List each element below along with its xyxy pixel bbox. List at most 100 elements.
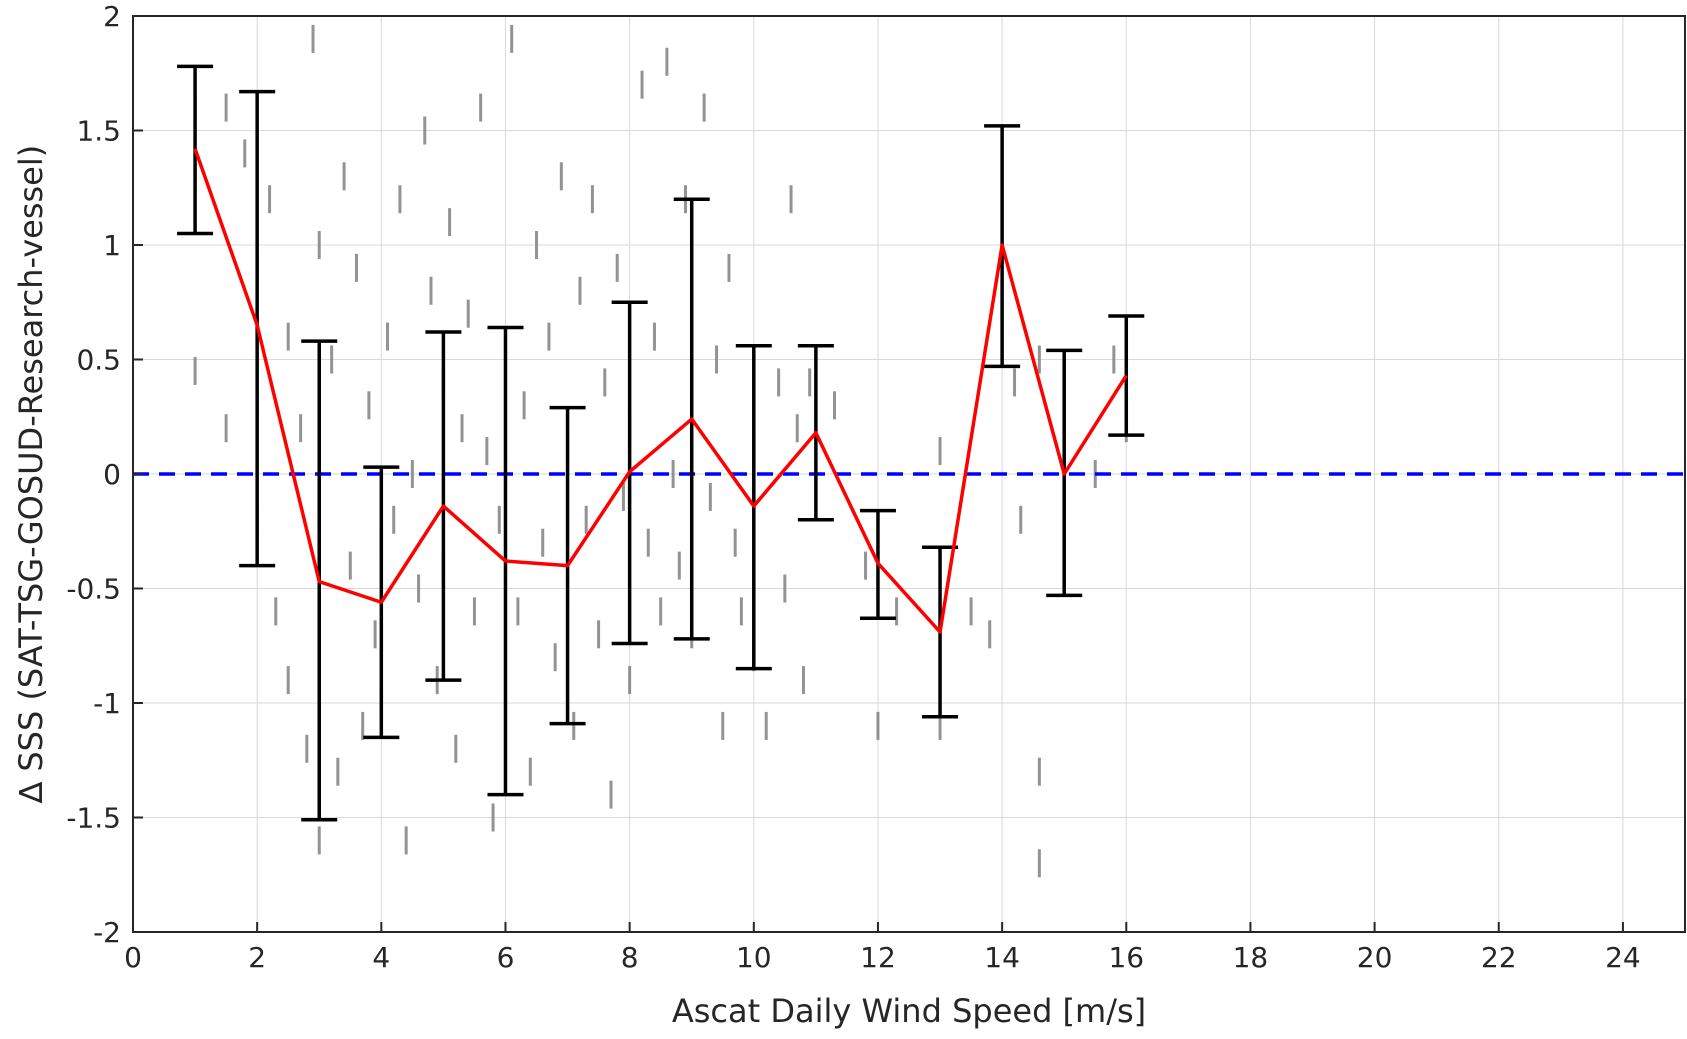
scatter-point bbox=[597, 620, 601, 649]
scatter-point bbox=[367, 391, 371, 420]
scatter-point bbox=[764, 711, 768, 740]
scatter-point bbox=[528, 757, 532, 786]
x-tick-label: 2 bbox=[248, 941, 266, 974]
x-tick-label: 22 bbox=[1481, 941, 1517, 974]
x-tick-label: 4 bbox=[372, 941, 390, 974]
scatter-point bbox=[243, 139, 247, 168]
scatter-point bbox=[330, 345, 334, 374]
scatter-point bbox=[472, 597, 476, 626]
scatter-point bbox=[516, 597, 520, 626]
scatter-point bbox=[268, 185, 272, 214]
scatter-point bbox=[522, 391, 526, 420]
scatter-point bbox=[1037, 757, 1041, 786]
scatter-point bbox=[783, 574, 787, 603]
scatter-point bbox=[789, 185, 793, 214]
scatter-point bbox=[286, 666, 290, 695]
scatter-point bbox=[721, 711, 725, 740]
scatter-point bbox=[733, 528, 737, 557]
y-axis-label: ∆ SSS (SAT-TSG-GOSUD-Research-vessel) bbox=[12, 145, 50, 804]
scatter-point bbox=[361, 711, 365, 740]
scatter-point bbox=[615, 253, 619, 282]
x-axis-label: Ascat Daily Wind Speed [m/s] bbox=[672, 992, 1146, 1030]
scatter-point bbox=[584, 505, 588, 534]
y-tick-label: 0.5 bbox=[76, 344, 121, 377]
scatter-point bbox=[938, 437, 942, 466]
scatter-point bbox=[274, 597, 278, 626]
scatter-point bbox=[801, 666, 805, 695]
scatter-point bbox=[671, 460, 675, 488]
x-tick-label: 6 bbox=[497, 941, 515, 974]
y-axis-ticks: -2 -1.5 -1 -0.5 0 0.5 1 1.5 2 bbox=[66, 0, 143, 949]
scatter-point bbox=[969, 597, 973, 626]
y-tick-label: 1.5 bbox=[76, 115, 121, 148]
x-tick-label: 12 bbox=[860, 941, 896, 974]
scatter-point bbox=[553, 643, 557, 672]
scatter-point bbox=[348, 551, 352, 580]
scatter-point bbox=[404, 826, 408, 855]
x-tick-label: 20 bbox=[1357, 941, 1393, 974]
scatter-point bbox=[317, 231, 321, 259]
scatter-point bbox=[448, 208, 452, 237]
x-tick-label: 10 bbox=[736, 941, 772, 974]
scatter-point bbox=[646, 528, 650, 557]
scatter-point bbox=[702, 93, 706, 122]
scatter-point bbox=[603, 368, 607, 397]
mean-line bbox=[193, 148, 1128, 634]
scatter-point bbox=[535, 231, 539, 259]
scatter-point bbox=[485, 437, 489, 466]
scatter-point bbox=[777, 368, 781, 397]
scatter-point bbox=[876, 711, 880, 740]
scatter-point bbox=[497, 505, 501, 534]
scatter-point bbox=[547, 322, 551, 351]
scatter-point bbox=[1019, 505, 1023, 534]
x-tick-label: 18 bbox=[1233, 941, 1269, 974]
scatter-point bbox=[628, 666, 632, 695]
scatter-point bbox=[938, 711, 942, 740]
scatter-point bbox=[317, 826, 321, 855]
y-tick-label: 1 bbox=[103, 229, 121, 262]
scatter-point bbox=[609, 780, 613, 809]
scatter-point bbox=[342, 162, 346, 191]
scatter-point bbox=[286, 322, 290, 351]
scatter-point bbox=[417, 574, 421, 603]
scatter-point bbox=[311, 24, 315, 53]
scatter-point bbox=[739, 597, 743, 626]
x-tick-label: 16 bbox=[1108, 941, 1144, 974]
scatter-point bbox=[392, 505, 396, 534]
x-tick-label: 24 bbox=[1605, 941, 1641, 974]
scatter-point bbox=[373, 620, 377, 649]
scatter-point bbox=[398, 185, 402, 214]
scatter-point bbox=[659, 597, 663, 626]
scatter-point bbox=[510, 24, 514, 53]
scatter-point bbox=[479, 93, 483, 122]
scatter-point bbox=[621, 482, 625, 511]
scatter-point bbox=[1112, 345, 1116, 374]
x-tick-label: 14 bbox=[984, 941, 1020, 974]
x-tick-label: 8 bbox=[621, 941, 639, 974]
scatter-point bbox=[410, 460, 414, 488]
scatter-point bbox=[1037, 849, 1041, 878]
scatter-point bbox=[833, 391, 837, 420]
scatter-point bbox=[386, 322, 390, 351]
scatter-point bbox=[491, 803, 495, 832]
y-tick-label: 2 bbox=[103, 0, 121, 33]
scatter-point bbox=[224, 93, 228, 122]
scatter-point bbox=[895, 597, 899, 626]
scatter-point bbox=[454, 734, 458, 763]
scatter-point bbox=[652, 322, 656, 351]
scatter-point bbox=[354, 253, 358, 282]
scatter-point bbox=[808, 368, 812, 397]
scatter-point bbox=[677, 551, 681, 580]
scatter-point bbox=[423, 116, 427, 145]
scatter-point bbox=[715, 345, 719, 374]
scatter-point bbox=[727, 253, 731, 282]
scatter-point bbox=[708, 482, 712, 511]
scatter-point bbox=[572, 711, 576, 740]
x-axis-ticks: 0 2 4 6 8 10 12 14 16 18 20 22 24 bbox=[124, 922, 1641, 974]
scatter-point bbox=[466, 299, 470, 328]
scatter-point bbox=[193, 356, 197, 385]
scatter-point bbox=[988, 620, 992, 649]
scatter-point bbox=[224, 414, 228, 443]
y-tick-label: -1.5 bbox=[66, 802, 121, 835]
